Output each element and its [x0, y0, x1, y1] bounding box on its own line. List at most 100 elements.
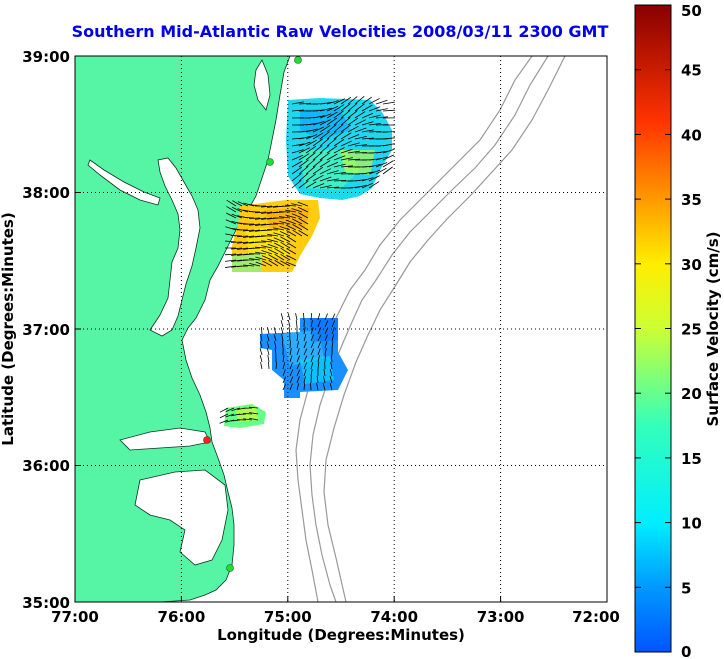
velocity-vector [296, 348, 300, 356]
velocity-vector [248, 217, 261, 219]
velocity-vector [333, 104, 345, 112]
velocity-vector [296, 341, 300, 349]
velocity-vector [243, 235, 255, 238]
bathymetry-contours [295, 56, 566, 602]
y-tick-label: 36:00 [22, 457, 70, 475]
radar-site-marker [226, 564, 234, 572]
velocity-vector [312, 151, 323, 161]
velocity-vector [260, 362, 263, 370]
velocity-vector [331, 327, 335, 335]
colorbar-title: Surface Velocity (cm/s) [704, 231, 722, 426]
velocity-vector [347, 96, 358, 105]
velocity-vector [285, 214, 297, 219]
velocity-vector [368, 122, 381, 126]
velocity-vector [361, 171, 374, 175]
pamlico-sound [134, 469, 229, 566]
colorbar-tick-label: 15 [681, 450, 702, 468]
velocity-vector [273, 237, 285, 243]
velocity-vector [267, 205, 279, 208]
velocity-vector [368, 106, 381, 112]
velocity-vector [324, 348, 327, 356]
velocity-vector [347, 110, 358, 119]
velocity-vector [324, 334, 328, 342]
velocity-vector [303, 369, 307, 377]
velocity-vector [303, 355, 308, 363]
velocity-vector [291, 208, 303, 213]
velocity-vector [312, 126, 325, 133]
velocity-vector [316, 383, 319, 391]
velocity-vector [354, 178, 367, 182]
velocity-vector [273, 227, 285, 231]
velocity-vector [261, 211, 273, 214]
velocity-vector [291, 149, 304, 154]
velocity-vector [225, 407, 235, 413]
velocity-vector [340, 117, 351, 126]
velocity-vector [319, 125, 331, 133]
velocity-vector [287, 320, 291, 328]
velocity-vector [375, 150, 388, 154]
velocity-vector [354, 136, 367, 140]
velocity-vector [285, 209, 297, 213]
velocity-vector [291, 143, 304, 147]
velocity-vector [248, 247, 261, 249]
velocity-vector [225, 419, 235, 423]
velocity-vector [333, 163, 346, 168]
velocity-vector [326, 186, 339, 189]
velocity-vector [295, 313, 298, 321]
velocity-vector [361, 121, 374, 126]
velocity-vector [231, 419, 241, 422]
velocity-vector [261, 255, 273, 261]
velocity-vector [305, 128, 318, 133]
velocity-vector [361, 96, 373, 105]
colorbar-tick-label: 5 [681, 579, 691, 597]
velocity-vector [231, 213, 243, 219]
velocity-vector [310, 341, 315, 349]
velocity-vector [289, 362, 293, 370]
velocity-vector [287, 313, 291, 321]
velocity-vector [326, 153, 338, 161]
velocity-vector [255, 256, 267, 261]
velocity-vector [303, 327, 306, 335]
velocity-vector [319, 107, 332, 112]
velocity-vector [280, 320, 284, 328]
velocity-vector [291, 109, 304, 112]
x-tick-label: 74:00 [370, 608, 418, 626]
velocity-vector [282, 362, 286, 370]
velocity-vector [280, 241, 291, 249]
velocity-vector [225, 219, 237, 225]
velocity-vector [226, 212, 237, 219]
velocity-vector [368, 130, 382, 133]
velocity-vector [319, 176, 332, 182]
velocity-vector [296, 334, 299, 342]
velocity-vector [317, 341, 322, 349]
velocity-vector [291, 203, 303, 207]
velocity-vector [237, 201, 249, 207]
velocity-vector [331, 320, 336, 328]
velocity-vector [231, 259, 243, 262]
velocity-vector [298, 166, 309, 175]
velocity-vector [225, 259, 237, 262]
velocity-vector [243, 241, 255, 244]
velocity-vector [319, 185, 332, 189]
velocity-vector [231, 247, 243, 250]
velocity-vector [273, 334, 277, 342]
velocity-vector [319, 145, 330, 154]
velocity-vector [298, 212, 309, 219]
velocity-vector [267, 243, 279, 249]
velocity-vector [295, 320, 298, 328]
velocity-vector [274, 341, 277, 349]
velocity-vector [279, 225, 291, 231]
velocity-vector [273, 232, 285, 237]
velocity-vector [282, 376, 287, 384]
velocity-vector [225, 253, 237, 256]
velocity-vector [316, 376, 319, 384]
velocity-vector [292, 229, 303, 237]
velocity-vector [288, 327, 291, 335]
colorbar-ticks [635, 4, 671, 653]
velocity-vector [282, 355, 285, 363]
velocity-vector [261, 250, 273, 255]
velocity-vector [305, 173, 316, 182]
velocity-vector [274, 248, 285, 255]
velocity-vector [298, 136, 311, 140]
